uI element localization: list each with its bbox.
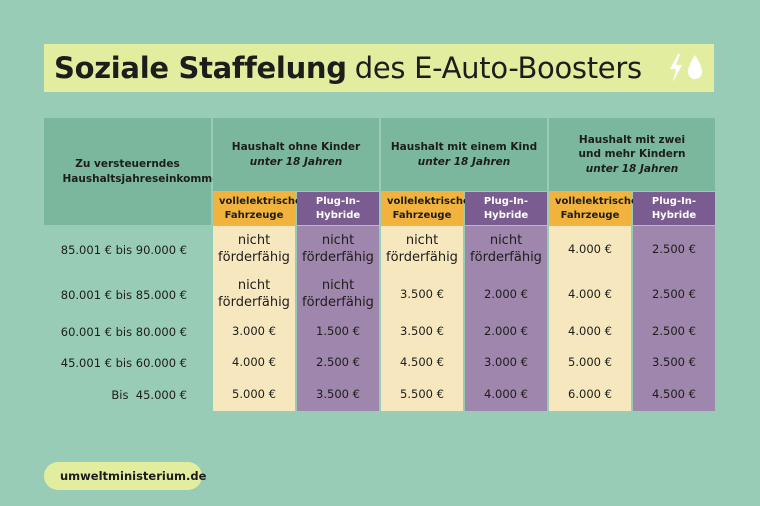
value-plug: 3.500 €: [652, 355, 696, 370]
subheader-elec-text: vollelektrische Fahrzeuge: [387, 195, 470, 221]
subheader-elec: vollelektrische Fahrzeuge: [213, 192, 302, 225]
value-plug: nicht förderfähig: [302, 233, 374, 265]
value-elec: 6.000 €: [568, 387, 612, 402]
website-badge[interactable]: umweltministerium.de: [44, 462, 206, 490]
subheader-elec-text: vollelektrische Fahrzeuge: [555, 195, 638, 221]
subheader-plug-text: Plug-In-Hybride: [483, 195, 529, 221]
subheader-elec-text: vollelektrische Fahrzeuge: [219, 195, 302, 221]
page-title: Soziale Staffelung des E-Auto-Boosters: [44, 44, 714, 92]
value-elec: 3.500 €: [400, 287, 444, 302]
lightning-icon: [670, 54, 682, 82]
subheader-elec: vollelektrische Fahrzeuge: [381, 192, 470, 225]
value-elec: 5.000 €: [232, 387, 276, 402]
group-header-line2: und mehr Kindern: [578, 148, 686, 161]
group-header-line1: Haushalt ohne Kinder: [231, 141, 361, 154]
income-range: Bis 45.000 €: [111, 387, 187, 402]
group-header-no-children: Haushalt ohne Kinder unter 18 Jahren: [213, 118, 379, 191]
income-range: 85.001 € bis 90.000 €: [60, 242, 187, 257]
title-bold: Soziale Staffelung: [54, 51, 347, 85]
value-elec: 5.500 €: [400, 387, 444, 402]
column-bg-elec: [213, 226, 295, 411]
value-plug: 2.000 €: [484, 287, 528, 302]
value-elec: 4.000 €: [568, 324, 612, 339]
group-header-one-child: Haushalt mit einem Kind unter 18 Jahren: [381, 118, 547, 191]
column-bg-elec: [549, 226, 631, 411]
group-header-line1: Haushalt mit einem Kind: [390, 141, 538, 154]
value-plug: 2.500 €: [652, 242, 696, 257]
value-elec: 3.000 €: [232, 324, 276, 339]
title-icons: [668, 54, 704, 82]
drop-icon: [688, 55, 702, 79]
column-bg-plug: [465, 226, 547, 411]
subheader-plug-text: Plug-In-Hybride: [651, 195, 697, 221]
column-bg-plug: [633, 226, 715, 411]
value-elec: 5.000 €: [568, 355, 612, 370]
value-plug: 2.000 €: [484, 324, 528, 339]
value-plug: nicht förderfähig: [302, 278, 374, 310]
value-plug: 4.000 €: [484, 387, 528, 402]
title-rest: des E-Auto-Boosters: [354, 51, 642, 85]
value-plug: 2.500 €: [652, 324, 696, 339]
value-plug: nicht förderfähig: [470, 233, 542, 265]
value-elec: 4.000 €: [232, 355, 276, 370]
value-plug: 2.500 €: [316, 355, 360, 370]
group-header-italic: unter 18 Jahren: [249, 155, 343, 168]
value-plug: 1.500 €: [316, 324, 360, 339]
income-header: Zu versteuerndes Haushaltsjahreseinkomme…: [44, 118, 227, 225]
value-plug: 4.500 €: [652, 387, 696, 402]
value-elec: 4.000 €: [568, 242, 612, 257]
group-header-italic: unter 18 Jahren: [417, 155, 511, 168]
value-plug: 2.500 €: [652, 287, 696, 302]
subheader-plug: Plug-In-Hybride: [297, 192, 379, 225]
value-elec: 4.500 €: [400, 355, 444, 370]
income-range: 45.001 € bis 60.000 €: [60, 355, 187, 370]
value-elec: nicht förderfähig: [386, 233, 458, 265]
value-plug: 3.000 €: [484, 355, 528, 370]
subheader-plug: Plug-In-Hybride: [465, 192, 547, 225]
income-range: 80.001 € bis 85.000 €: [60, 287, 187, 302]
value-elec: 4.000 €: [568, 287, 612, 302]
column-bg-plug: [297, 226, 379, 411]
value-elec: 3.500 €: [400, 324, 444, 339]
value-elec: nicht förderfähig: [218, 233, 290, 265]
subheader-plug: Plug-In-Hybride: [633, 192, 715, 225]
group-header-line1: Haushalt mit zwei: [578, 134, 686, 147]
subheader-plug-text: Plug-In-Hybride: [315, 195, 361, 221]
column-bg-elec: [381, 226, 463, 411]
group-header-two-children: Haushalt mit zwei und mehr Kindern unter…: [549, 118, 715, 191]
value-elec: nicht förderfähig: [218, 278, 290, 310]
income-header-text: Zu versteuerndes Haushaltsjahreseinkomme…: [62, 158, 227, 185]
subheader-elec: vollelektrische Fahrzeuge: [549, 192, 638, 225]
value-plug: 3.500 €: [316, 387, 360, 402]
income-range: 60.001 € bis 80.000 €: [60, 324, 187, 339]
group-header-italic: unter 18 Jahren: [585, 162, 679, 175]
website-link[interactable]: umweltministerium.de: [60, 469, 207, 483]
